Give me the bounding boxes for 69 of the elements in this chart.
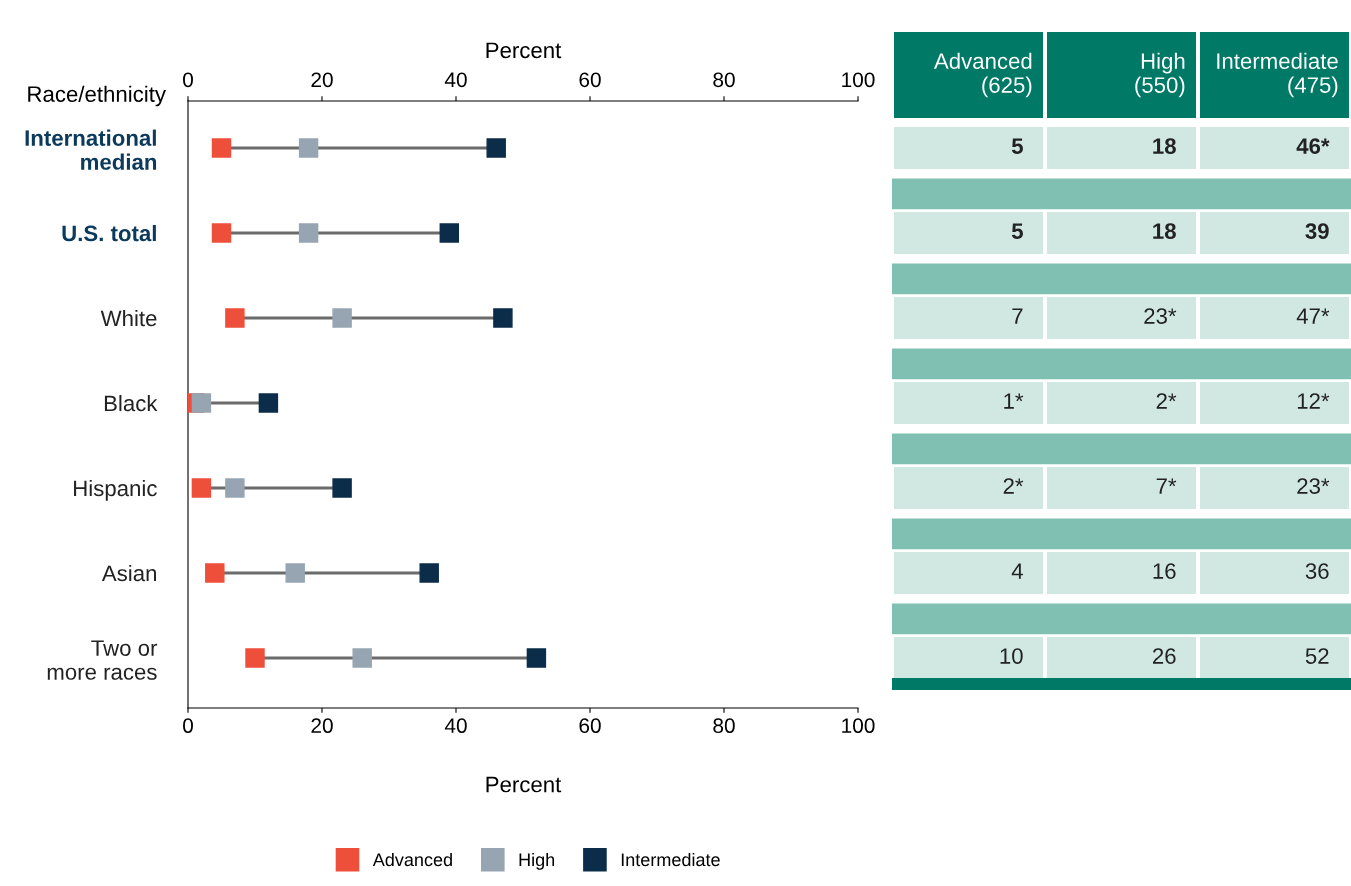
- x-tick-label: 0: [183, 718, 193, 734]
- point: [205, 563, 225, 583]
- y-tick-label: Two or more races: [47, 640, 158, 680]
- data-label: 46*: [1296, 138, 1330, 154]
- text: Intermediate (475): [1217, 52, 1338, 98]
- x-tick-label: 100: [842, 718, 875, 734]
- data-label: 7*: [1156, 478, 1177, 494]
- point: [225, 308, 245, 328]
- data-label: 4: [1011, 563, 1023, 579]
- point: [493, 308, 513, 328]
- x2-tick-label: 0: [183, 72, 193, 88]
- x2-tick-label: 60: [579, 72, 601, 88]
- data-label: 16: [1153, 563, 1176, 579]
- data-label: 47*: [1296, 308, 1330, 324]
- text: Advanced (625): [933, 52, 1032, 98]
- x2-tick-label: 100: [842, 72, 875, 88]
- data-label: 10: [1000, 648, 1023, 664]
- point: [298, 138, 319, 158]
- data-label: 52: [1305, 648, 1329, 664]
- point: [258, 393, 279, 413]
- legend-label: Advanced: [372, 852, 452, 867]
- data-label: 12*: [1297, 393, 1330, 409]
- x2-tick-label: 20: [311, 72, 333, 88]
- point: [211, 138, 232, 158]
- legend-label: Intermediate: [621, 852, 720, 867]
- x2-tick-label: 40: [444, 72, 467, 88]
- point: [486, 138, 506, 158]
- data-label: 2*: [1003, 478, 1024, 494]
- y-axis-title: Race/ethnicity: [28, 85, 166, 107]
- data-label: 23*: [1144, 308, 1177, 324]
- data-label: 18: [1153, 138, 1176, 154]
- point: [332, 478, 352, 498]
- y-tick-label: White: [100, 309, 157, 327]
- data-label: 2*: [1156, 393, 1177, 409]
- point: [191, 478, 212, 498]
- x-axis-title: Percent: [486, 776, 562, 793]
- point: [211, 223, 232, 243]
- data-label: 23*: [1297, 478, 1330, 494]
- point: [439, 223, 460, 243]
- point: [225, 478, 245, 498]
- data-label: 36: [1305, 563, 1329, 579]
- point: [352, 648, 372, 668]
- x2-tick-label: 80: [713, 72, 735, 88]
- data-label: 39: [1305, 223, 1329, 239]
- x-tick-label: 80: [713, 718, 735, 734]
- data-label: 26: [1152, 648, 1176, 664]
- y-tick-label: Black: [104, 394, 158, 412]
- x-tick-label: 20: [311, 718, 333, 734]
- y-tick-label: U.S. total: [62, 224, 156, 242]
- y-tick-label: Asian: [101, 564, 156, 582]
- data-label: 5: [1011, 138, 1023, 154]
- point: [419, 563, 439, 583]
- point: [285, 563, 305, 583]
- text: High (550): [1135, 52, 1185, 98]
- legend-label: High: [519, 852, 555, 870]
- x-tick-label: 40: [444, 718, 467, 734]
- y-tick-label: Hispanic: [74, 479, 157, 501]
- point: [526, 648, 547, 668]
- point: [332, 308, 352, 328]
- data-label: 5: [1011, 223, 1023, 239]
- point: [298, 223, 319, 243]
- data-label: 18: [1153, 223, 1176, 239]
- data-label: 1*: [1004, 393, 1024, 409]
- point: [191, 393, 212, 413]
- data-label: 7: [1012, 308, 1023, 324]
- y-tick-label: International median: [25, 129, 157, 170]
- x-tick-label: 60: [579, 718, 601, 734]
- point: [245, 648, 265, 668]
- x2-axis-title: Percent: [486, 42, 562, 59]
